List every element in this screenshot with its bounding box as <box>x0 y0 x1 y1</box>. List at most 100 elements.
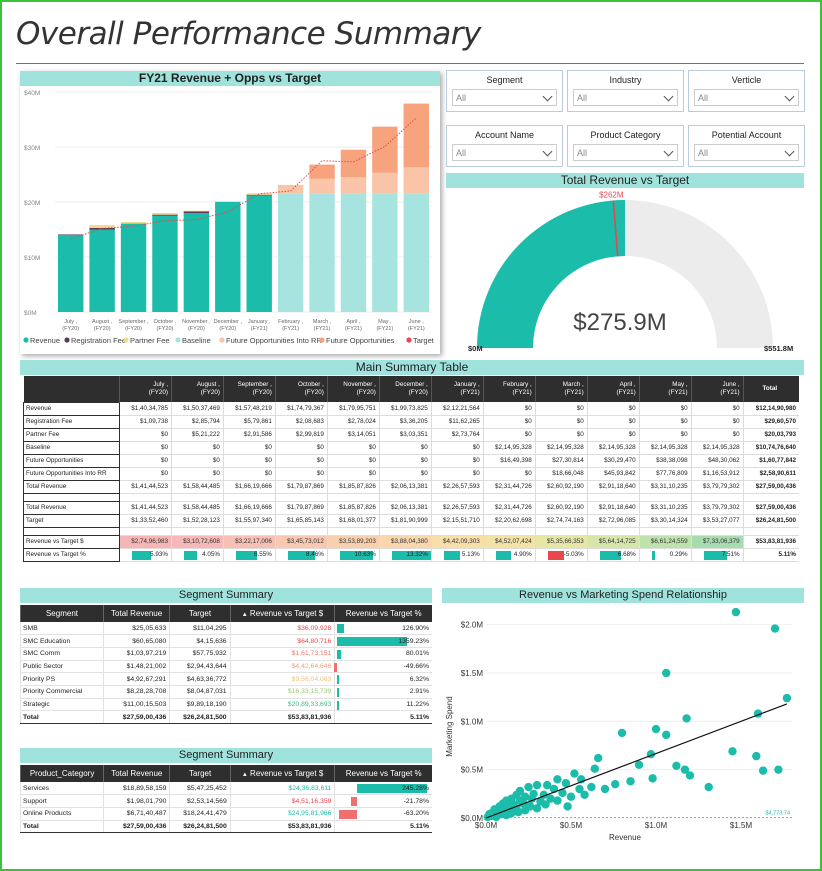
table-header-cell[interactable]: Target <box>169 765 231 782</box>
gauge-chart[interactable]: $262M $275.9M $0M $551.8M <box>446 188 804 354</box>
table-cell: $3,53,89,203 <box>326 535 380 549</box>
x-tick-label: (FY21) <box>408 326 425 332</box>
table-cell: $11,04,295 <box>169 622 231 636</box>
table-total-cell: $26,24,81,500 <box>742 514 799 528</box>
table-header-cell[interactable]: October , (FY20) <box>274 376 328 402</box>
slicer-product-category[interactable]: Product Category All <box>567 125 684 167</box>
table-header-cell[interactable]: Target <box>169 605 231 622</box>
table-header-row: Segment Total Revenue Target ▲ Revenue vs T… <box>20 605 432 622</box>
table-total-row: Total $27,59,00,436 $26,24,81,500 $53,83,81… <box>20 710 432 724</box>
table-cell: $1,68,01,377 <box>326 514 380 528</box>
table-cell: $20,89,33,693 <box>229 698 335 712</box>
gauge-panel[interactable]: Total Revenue vs Target $262M $275.9M $0M $… <box>446 173 804 354</box>
slicer-title: Industry <box>609 75 642 85</box>
category-summary-table: Product_Category Total Revenue Target ▲ Rev… <box>19 765 432 834</box>
bar-segment <box>183 213 210 312</box>
table-cell: $2,72,96,085 <box>586 514 640 528</box>
legend-swatch <box>23 337 29 343</box>
table-cell: $38,38,098 <box>638 454 692 468</box>
table-header-cell[interactable]: Segment <box>20 605 104 622</box>
table-row: Public Sector $1,48,21,002 $2,94,43,644 $4,… <box>20 660 432 674</box>
table-header-cell[interactable]: Revenue vs Target % <box>334 765 432 782</box>
table-cell: $0 <box>430 441 484 455</box>
table-cell: Support <box>19 794 104 808</box>
table-row: SMC Comm $1,03,97,219 $57,75,932 $1,61,73,1… <box>20 647 432 661</box>
table-header-cell[interactable]: March , (FY21) <box>534 376 588 402</box>
scatter-point <box>662 730 671 740</box>
table-cell: 6.32% <box>334 672 432 686</box>
table-header-cell[interactable]: ▲ Revenue vs Target $ <box>229 605 335 622</box>
table-header-cell[interactable]: ▲ Revenue vs Target $ <box>229 765 335 782</box>
gauge-min-label: $0M <box>468 344 483 353</box>
table-cell: $3,22,17,006 <box>222 535 276 549</box>
y-tick-label: $30M <box>24 145 40 152</box>
table-cell: $2,06,13,381 <box>378 501 432 515</box>
legend-swatch <box>64 337 70 343</box>
table-header-cell[interactable]: Revenue vs Target % <box>334 605 432 622</box>
table-header-cell[interactable]: June , (FY21) <box>690 376 744 402</box>
slicer-dropdown[interactable]: All <box>694 89 799 106</box>
slicer-dropdown[interactable]: All <box>694 144 799 161</box>
slicer-account-name[interactable]: Account Name All <box>446 125 563 167</box>
row-label <box>23 492 120 502</box>
table-header-cell[interactable]: Total <box>742 376 799 402</box>
table-cell: -49.66% <box>334 660 432 674</box>
slicer-industry[interactable]: Industry All <box>567 70 684 112</box>
table-cell: $2,91,586 <box>222 428 276 442</box>
table-cell: $3,10,72,608 <box>170 535 224 549</box>
table-header-cell[interactable]: November , (FY20) <box>326 376 380 402</box>
table-header-cell[interactable]: September , (FY20) <box>222 376 276 402</box>
revenue-chart-title: FY21 Revenue + Opps vs Target <box>20 71 440 86</box>
table-header-cell[interactable]: December , (FY20) <box>378 376 432 402</box>
table-cell: 5.93% <box>119 548 172 562</box>
x-tick-label: (FY20) <box>219 326 236 332</box>
scatter-point <box>731 607 741 617</box>
table-cell: $5,35,66,353 <box>534 535 588 549</box>
table-row: Target $1,33,52,460 $1,52,28,123 $1,55,97,3… <box>23 513 799 528</box>
table-cell: $2,74,96,983 <box>119 535 172 549</box>
revenue-chart-panel[interactable]: FY21 Revenue + Opps vs Target $40M $30M $2… <box>20 71 440 354</box>
table-header-cell[interactable]: January , (FY21) <box>430 376 484 402</box>
slicer-dropdown[interactable]: All <box>452 144 557 161</box>
legend-label: Future Opportunities Into RR <box>226 336 322 345</box>
table-header-cell[interactable]: Total Revenue <box>103 765 170 782</box>
scatter-point <box>543 780 552 790</box>
table-cell: $36,09,928 <box>229 622 335 636</box>
bar-segment <box>152 215 178 312</box>
table-header-cell[interactable]: May , (FY21) <box>638 376 692 402</box>
table-header-cell[interactable]: Product_Category <box>19 765 104 782</box>
table-header-cell[interactable]: July , (FY20) <box>119 376 172 402</box>
bar-segment <box>372 193 398 312</box>
table-cell: $2,78,024 <box>326 415 380 429</box>
table-cell: $2,73,764 <box>430 428 484 442</box>
scatter-chart[interactable]: $2.0M $1.5M $1.0M $0.5M $0.0M$0.0M $0.5M $1.0M… <box>442 603 804 850</box>
scatter-point <box>570 769 579 778</box>
scatter-point <box>561 779 571 788</box>
table-cell <box>170 527 224 536</box>
x-tick-label: April , <box>346 319 361 325</box>
scatter-point <box>524 782 533 792</box>
table-cell: $1,58,44,485 <box>170 480 224 494</box>
table-cell <box>638 527 692 536</box>
table-cell: $0 <box>586 402 640 416</box>
table-header-cell[interactable]: April , (FY21) <box>586 376 640 402</box>
slicer-potential-account[interactable]: Potential Account All <box>688 125 805 167</box>
slicer-dropdown[interactable]: All <box>573 89 678 106</box>
slicer-dropdown[interactable]: All <box>452 89 557 106</box>
table-header-cell[interactable]: August , (FY20) <box>170 376 224 402</box>
bar-segment <box>246 194 272 196</box>
legend-label: Future Opportunities <box>326 336 395 345</box>
chevron-down-icon <box>784 91 795 102</box>
segment-summary-title: Segment Summary <box>20 588 432 603</box>
scatter-point <box>575 784 584 794</box>
slicer-dropdown[interactable]: All <box>573 144 678 161</box>
table-header-cell[interactable]: Total Revenue <box>102 605 170 622</box>
scatter-panel[interactable]: Revenue vs Marketing Spend Relationship … <box>442 588 804 850</box>
table-header-cell[interactable]: February , (FY21) <box>482 376 536 402</box>
table-cell: $1,98,01,790 <box>103 794 170 808</box>
slicer-segment[interactable]: Segment All <box>446 70 563 112</box>
x-tick-label: $1.0M <box>645 821 668 830</box>
table-cell: $0 <box>326 454 380 468</box>
slicer-verticle[interactable]: Verticle All <box>688 70 805 112</box>
